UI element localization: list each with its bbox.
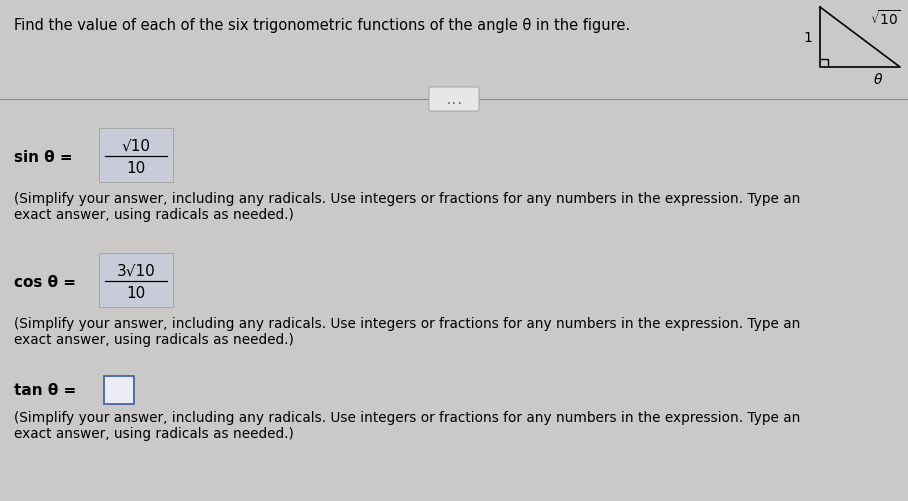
Text: (Simplify your answer, including any radicals. Use integers or fractions for any: (Simplify your answer, including any rad… <box>14 191 800 222</box>
Text: $\sqrt{10}$: $\sqrt{10}$ <box>870 9 901 28</box>
Text: √10: √10 <box>122 138 151 153</box>
FancyBboxPatch shape <box>429 88 479 112</box>
Text: tan θ =: tan θ = <box>14 383 76 398</box>
Text: 1: 1 <box>804 31 813 45</box>
Text: (Simplify your answer, including any radicals. Use integers or fractions for any: (Simplify your answer, including any rad… <box>14 316 800 347</box>
Text: 10: 10 <box>126 161 145 176</box>
FancyBboxPatch shape <box>99 254 173 308</box>
FancyBboxPatch shape <box>99 129 173 183</box>
Text: $\theta$: $\theta$ <box>873 72 883 87</box>
Text: 3√10: 3√10 <box>116 263 155 278</box>
Text: ...: ... <box>445 96 463 106</box>
Text: Find the value of each of the six trigonometric functions of the angle θ in the : Find the value of each of the six trigon… <box>14 18 630 33</box>
Text: (Simplify your answer, including any radicals. Use integers or fractions for any: (Simplify your answer, including any rad… <box>14 410 800 440</box>
Text: sin θ =: sin θ = <box>14 150 73 165</box>
FancyBboxPatch shape <box>104 376 134 404</box>
Text: cos θ =: cos θ = <box>14 275 76 290</box>
Text: 10: 10 <box>126 286 145 301</box>
